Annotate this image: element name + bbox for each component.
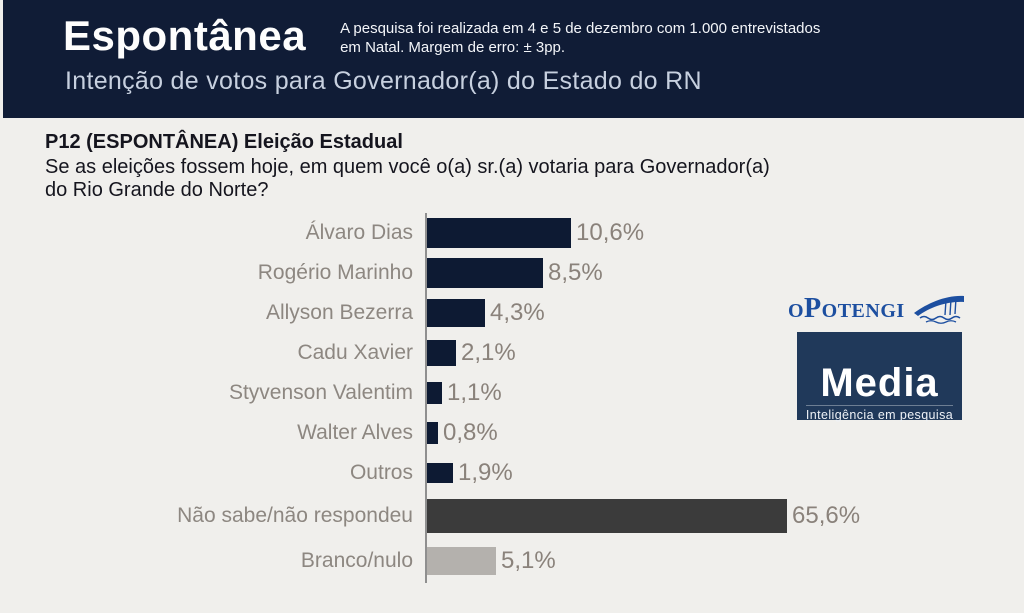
bar-label: Styvenson Valentim [228,381,413,404]
bar-value: 5,1% [501,547,556,574]
bar [427,218,571,248]
opotengi-logo-text: oPotengi [788,293,905,324]
bar-label: Outros [349,461,413,484]
bar-value: 1,1% [447,379,502,406]
opotengi-logo: oPotengi [788,291,966,327]
question-text-line2: do Rio Grande do Norte? [45,179,269,201]
bar [427,463,453,483]
bar-label: Não sabe/não respondeu [177,504,413,527]
bar-value: 65,6% [792,502,861,529]
chart-row: Outros 1,9% [25,453,1024,493]
media-logo: Media Inteligência em pesquisa [797,332,962,422]
bar-value: 4,3% [490,299,545,326]
chart-row: Não sabe/não respondeu 65,6% [25,493,1024,539]
bar-value: 1,9% [458,459,513,486]
survey-note-line1: A pesquisa foi realizada em 4 e 5 de dez… [340,20,821,37]
bar-cell: 2,1% [425,333,1024,373]
bar-chart: Álvaro Dias 10,6% Rogério Marinho 8,5% Allys… [25,213,1024,583]
page-title: Espontânea [63,12,307,59]
bar-value: 10,6% [576,219,645,246]
question-heading: P12 (ESPONTÂNEA) Eleição Estadual [45,131,403,153]
chart-row: Branco/nulo 5,1% [25,539,1024,583]
bar-cell: 1,9% [425,453,1024,493]
chart-row: Rogério Marinho 8,5% [25,253,1024,293]
media-logo-tagline: Inteligência em pesquisa [805,405,954,422]
bar [427,299,485,327]
bar-label: Branco/nulo [300,549,413,572]
chart-row: Álvaro Dias 10,6% [25,213,1024,253]
chart-row: Allyson Bezerra 4,3% [25,293,1024,333]
bar-value: 8,5% [548,259,603,286]
question-block: P12 (ESPONTÂNEA) Eleição Estadual Se as … [45,131,1024,202]
page-subtitle: Intenção de votos para Governador(a) do … [65,67,702,95]
bar-label: Allyson Bezerra [265,301,413,324]
bar-label: Walter Alves [297,421,413,444]
bar-cell: 10,6% [425,213,1024,253]
bar-value: 0,8% [443,419,498,446]
bar-label: Rogério Marinho [257,261,413,284]
bridge-icon [913,295,964,324]
bar-cell: 1,1% [425,373,1024,413]
bar-cell: 0,8% [425,413,1024,453]
bar-cell: 4,3% [425,293,1024,333]
bar-cell: 5,1% [425,539,1024,583]
bar-cell: 65,6% [425,493,1024,539]
bar [427,499,787,533]
green-square-icon [878,344,886,354]
bar [427,547,496,575]
chart-row: Cadu Xavier 2,1% [25,333,1024,373]
survey-methodology-note: A pesquisa foi realizada em 4 e 5 de dez… [340,19,820,57]
bar [427,422,438,444]
media-logo-name: Media [820,361,939,405]
bar [427,340,456,366]
chart-row: Styvenson Valentim 1,1% [25,373,1024,413]
bar-label: Cadu Xavier [297,341,413,364]
question-text-line1: Se as eleições fossem hoje, em quem você… [45,156,770,178]
bar [427,258,543,288]
question-text: Se as eleições fossem hoje, em quem você… [45,156,1024,202]
header-top-row: Espontânea A pesquisa foi realizada em 4… [63,12,1024,60]
bar-value: 2,1% [461,339,516,366]
chart-row: Walter Alves 0,8% [25,413,1024,453]
header: Espontânea A pesquisa foi realizada em 4… [3,0,1024,118]
bar-label: Álvaro Dias [305,221,413,244]
bar [427,382,442,404]
bar-cell: 8,5% [425,253,1024,293]
survey-note-line2: em Natal. Margem de erro: ± 3pp. [340,39,566,56]
